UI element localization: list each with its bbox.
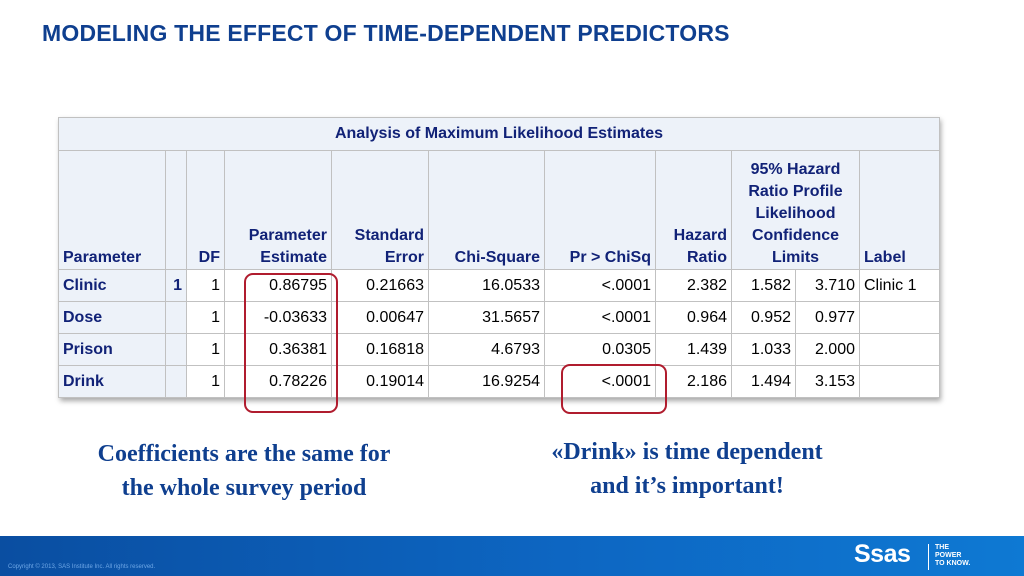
copyright-text: Copyright © 2013, SAS Institute Inc. All… bbox=[8, 564, 156, 570]
header-chisq: Chi-Square bbox=[428, 150, 545, 270]
mle-table: Analysis of Maximum Likelihood Estimates… bbox=[57, 117, 941, 398]
header-ci-line1: 95% Hazard bbox=[750, 161, 841, 178]
table-row-dose: Dose 1 -0.03633 0.00647 31.5657 <.0001 0… bbox=[58, 301, 941, 334]
table-row-prison: Prison 1 0.36381 0.16818 4.6793 0.0305 1… bbox=[58, 333, 941, 366]
cell-parameter: Clinic bbox=[58, 269, 166, 302]
cell-chisq: 16.9254 bbox=[428, 365, 545, 398]
cell-estimate: 0.86795 bbox=[224, 269, 332, 302]
cell-p: 0.0305 bbox=[544, 333, 656, 366]
footer-bar: Copyright © 2013, SAS Institute Inc. All… bbox=[0, 536, 1024, 576]
cell-df: 1 bbox=[186, 365, 225, 398]
cell-chisq: 4.6793 bbox=[428, 333, 545, 366]
cell-ci-high: 3.710 bbox=[795, 269, 860, 302]
header-estimate: Parameter Estimate bbox=[224, 150, 332, 270]
note-left-line1: Coefficients are the same for bbox=[97, 441, 391, 467]
header-ci-line5: Limits bbox=[771, 249, 820, 266]
note-left: Coefficients are the same for the whole … bbox=[44, 437, 444, 505]
header-hazard-line2: Ratio bbox=[687, 249, 727, 266]
header-estimate-line1: Parameter bbox=[248, 227, 327, 244]
header-estimate-line2: Estimate bbox=[260, 249, 327, 266]
cell-label: Clinic 1 bbox=[858, 269, 941, 302]
cell-ci-low: 1.033 bbox=[731, 333, 796, 366]
cell-parameter: Dose bbox=[58, 301, 166, 334]
cell-ci-high: 0.977 bbox=[795, 301, 860, 334]
note-left-line2: the whole survey period bbox=[121, 475, 367, 501]
header-parameter: Parameter bbox=[58, 150, 166, 270]
header-hazard-line1: Hazard bbox=[673, 227, 727, 244]
header-std-error-line1: Standard bbox=[354, 227, 424, 244]
header-std-error: Standard Error bbox=[331, 150, 429, 270]
header-label: Label bbox=[858, 150, 941, 270]
note-right-line2: and it’s important! bbox=[590, 473, 784, 499]
header-df: DF bbox=[186, 150, 225, 270]
cell-ci-low: 1.494 bbox=[731, 365, 796, 398]
cell-p: <.0001 bbox=[544, 365, 656, 398]
cell-chisq: 31.5657 bbox=[428, 301, 545, 334]
cell-label bbox=[858, 333, 941, 366]
note-right-line1: «Drink» is time dependent bbox=[551, 439, 823, 465]
cell-label bbox=[858, 301, 941, 334]
cell-hazard: 2.186 bbox=[655, 365, 732, 398]
cell-hazard: 2.382 bbox=[655, 269, 732, 302]
cell-df: 1 bbox=[186, 333, 225, 366]
cell-ci-low: 1.582 bbox=[731, 269, 796, 302]
cell-chisq: 16.0533 bbox=[428, 269, 545, 302]
sas-tagline: THE POWER TO KNOW. bbox=[935, 544, 970, 568]
header-p: Pr > ChiSq bbox=[544, 150, 656, 270]
note-right: «Drink» is time dependent and it’s impor… bbox=[487, 435, 887, 503]
table-row-drink: Drink 1 0.78226 0.19014 16.9254 <.0001 2… bbox=[58, 365, 941, 398]
mle-table-panel: Analysis of Maximum Likelihood Estimates… bbox=[57, 117, 941, 398]
header-hazard: Hazard Ratio bbox=[655, 150, 732, 270]
tagline-line2: POWER bbox=[935, 552, 962, 559]
tagline-line1: THE bbox=[935, 544, 949, 551]
cell-class: 1 bbox=[165, 269, 187, 302]
header-ci-line2: Ratio Profile bbox=[748, 183, 843, 200]
cell-df: 1 bbox=[186, 301, 225, 334]
cell-ci-high: 3.153 bbox=[795, 365, 860, 398]
cell-p: <.0001 bbox=[544, 301, 656, 334]
header-std-error-line2: Error bbox=[384, 249, 424, 266]
cell-estimate: -0.03633 bbox=[224, 301, 332, 334]
header-ci-line4: Confidence bbox=[751, 227, 840, 244]
cell-parameter: Drink bbox=[58, 365, 166, 398]
cell-std-error: 0.21663 bbox=[331, 269, 429, 302]
cell-estimate: 0.78226 bbox=[224, 365, 332, 398]
cell-std-error: 0.16818 bbox=[331, 333, 429, 366]
cell-class bbox=[165, 333, 187, 366]
cell-parameter: Prison bbox=[58, 333, 166, 366]
cell-p: <.0001 bbox=[544, 269, 656, 302]
cell-label bbox=[858, 365, 941, 398]
header-class bbox=[165, 150, 187, 270]
logo-divider bbox=[928, 544, 929, 570]
cell-class bbox=[165, 365, 187, 398]
cell-estimate: 0.36381 bbox=[224, 333, 332, 366]
slide-title: MODELING THE EFFECT OF TIME-DEPENDENT PR… bbox=[42, 20, 730, 46]
cell-std-error: 0.00647 bbox=[331, 301, 429, 334]
cell-ci-high: 2.000 bbox=[795, 333, 860, 366]
header-ci-line3: Likelihood bbox=[755, 205, 836, 222]
cell-df: 1 bbox=[186, 269, 225, 302]
tagline-line3: TO KNOW. bbox=[935, 560, 971, 567]
table-row-clinic: Clinic 1 1 0.86795 0.21663 16.0533 <.000… bbox=[58, 269, 941, 302]
cell-ci-low: 0.952 bbox=[731, 301, 796, 334]
sas-logo: Ssas bbox=[854, 540, 911, 568]
cell-hazard: 0.964 bbox=[655, 301, 732, 334]
cell-hazard: 1.439 bbox=[655, 333, 732, 366]
table-caption: Analysis of Maximum Likelihood Estimates bbox=[57, 117, 941, 151]
cell-class bbox=[165, 301, 187, 334]
cell-std-error: 0.19014 bbox=[331, 365, 429, 398]
header-ci: 95% Hazard Ratio Profile Likelihood Conf… bbox=[731, 150, 860, 270]
